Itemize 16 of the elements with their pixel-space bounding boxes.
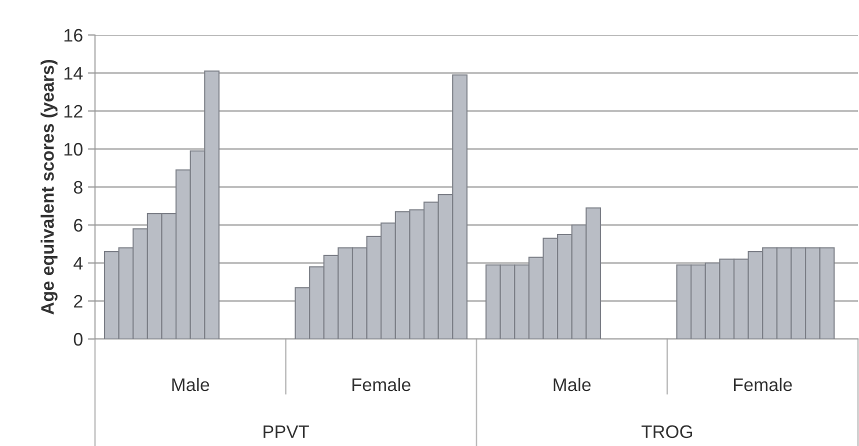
y-axis-title: Age equivalent scores (years) [40, 60, 58, 314]
x-tick-label: Male [172, 378, 210, 392]
y-tick-label: 10 [64, 142, 82, 156]
y-tick-label: 12 [64, 104, 82, 118]
y-tick-label: 0 [74, 332, 82, 346]
y-tick-label: 14 [64, 67, 83, 80]
y-tick-label: 4 [74, 257, 83, 270]
y-tick-label: 8 [74, 180, 82, 194]
x-tick-label: Female [352, 378, 410, 392]
y-tick-label: 6 [74, 218, 82, 232]
y-tick-label: 2 [74, 294, 82, 308]
text: TROG [642, 425, 692, 438]
x-tick-label: Female [734, 378, 792, 392]
text: PPVT [264, 425, 309, 438]
y-tick-label: 16 [64, 28, 82, 42]
x-tick-label: Male [554, 378, 591, 392]
